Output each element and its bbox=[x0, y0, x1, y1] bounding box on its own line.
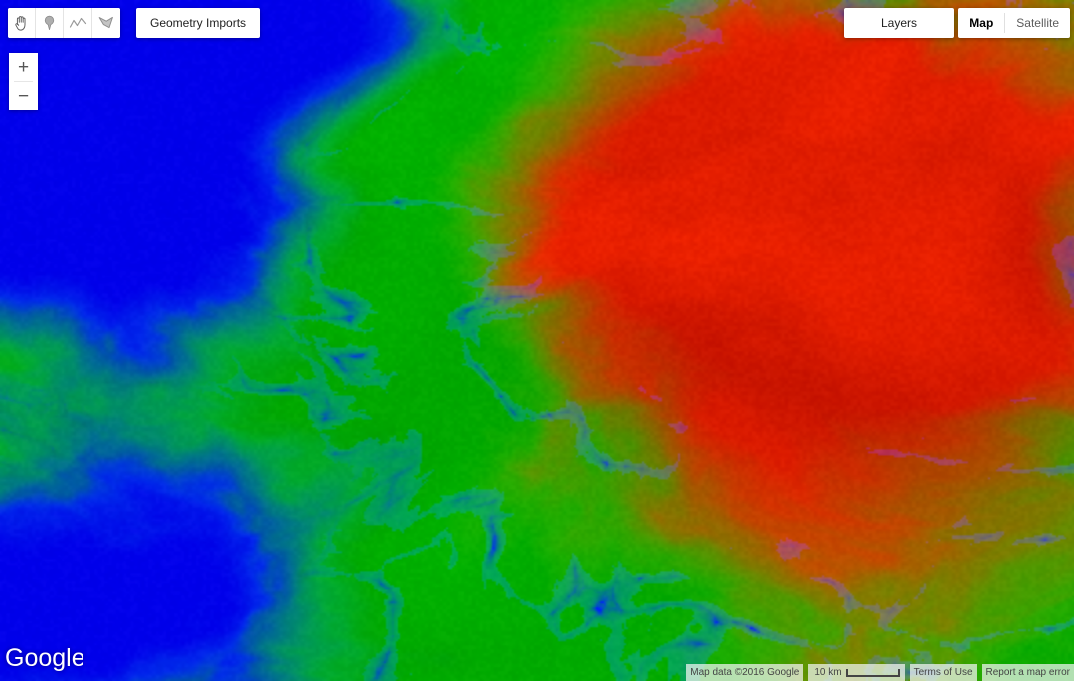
marker-icon bbox=[42, 14, 57, 32]
tool-button-polygon[interactable] bbox=[92, 8, 120, 38]
maptype-option-satellite-label: Satellite bbox=[1016, 16, 1059, 30]
map-data-attribution: Map data ©2016 Google bbox=[686, 664, 804, 681]
plus-icon: + bbox=[17, 56, 30, 78]
terms-of-use-link[interactable]: Terms of Use bbox=[909, 664, 977, 681]
maptype-toggle: Map Satellite bbox=[958, 8, 1070, 38]
scale-label: 10 km bbox=[814, 667, 842, 678]
hand-icon bbox=[13, 14, 30, 32]
polygon-icon bbox=[97, 15, 115, 31]
zoom-control: + − bbox=[9, 53, 38, 110]
zoom-out-button[interactable]: − bbox=[9, 82, 38, 110]
layers-button-label: Layers bbox=[880, 16, 918, 30]
tool-button-pan[interactable] bbox=[8, 8, 36, 38]
scale-indicator: 10 km bbox=[808, 664, 905, 681]
scale-bar-graphic bbox=[845, 668, 900, 677]
zoom-divider bbox=[14, 81, 33, 82]
geometry-imports-label: Geometry Imports bbox=[150, 16, 247, 30]
maptype-option-satellite[interactable]: Satellite bbox=[1005, 8, 1070, 38]
line-icon bbox=[69, 16, 87, 30]
maptype-option-map-label: Map bbox=[969, 16, 994, 30]
minus-icon: − bbox=[17, 85, 30, 107]
report-map-error-label: Report a map error bbox=[985, 666, 1070, 678]
attribution-bar: Map data ©2016 Google 10 km Terms of Use… bbox=[686, 664, 1074, 681]
tool-button-line[interactable] bbox=[64, 8, 92, 38]
drawing-toolbar bbox=[8, 8, 120, 38]
report-map-error-link[interactable]: Report a map error bbox=[981, 664, 1074, 681]
zoom-in-button[interactable]: + bbox=[9, 53, 38, 81]
maptype-separator bbox=[1004, 13, 1006, 33]
layers-button[interactable]: Layers bbox=[844, 8, 954, 38]
terms-of-use-label: Terms of Use bbox=[913, 666, 973, 678]
tool-button-marker[interactable] bbox=[36, 8, 64, 38]
map-data-attribution-label: Map data ©2016 Google bbox=[690, 666, 800, 678]
maptype-option-map[interactable]: Map bbox=[958, 8, 1004, 38]
geometry-imports-button[interactable]: Geometry Imports bbox=[136, 8, 261, 38]
